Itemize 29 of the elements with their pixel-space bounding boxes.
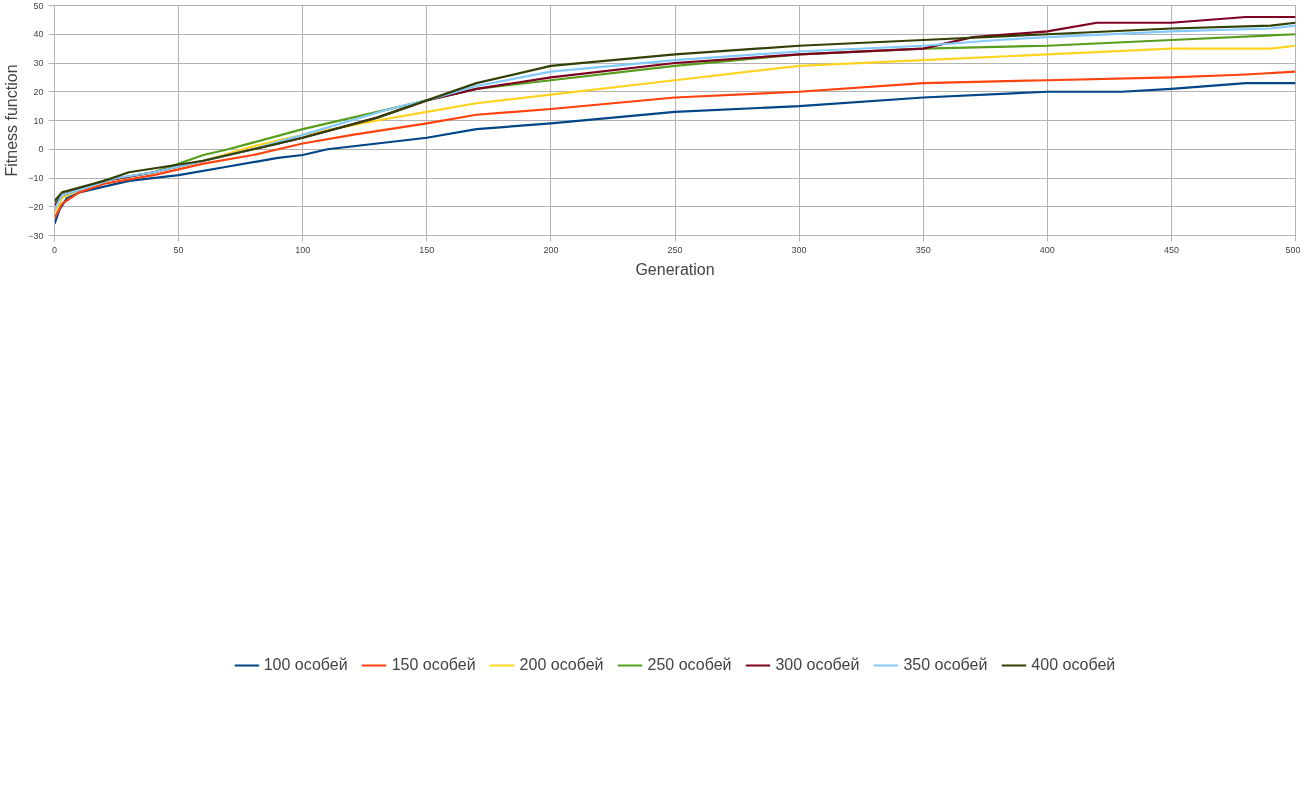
legend-label: 100 особей: [263, 656, 348, 674]
x-tick-label: 300: [791, 244, 807, 255]
x-tick-label: 200: [543, 244, 559, 255]
x-tick-label: 450: [1163, 244, 1179, 255]
x-tick-label: 100: [295, 244, 311, 255]
x-tick-label: 250: [667, 244, 683, 255]
y-tick-label: 50: [33, 0, 44, 11]
legend-label: 250 особей: [647, 656, 732, 674]
y-tick-label: 10: [33, 115, 44, 126]
y-tick-label: 0: [38, 144, 44, 155]
x-tick-label: 350: [915, 244, 931, 255]
x-axis-title: Generation: [635, 260, 715, 278]
x-tick-label: 0: [52, 244, 58, 255]
legend-label: 350 особей: [903, 656, 988, 674]
y-tick-label: 20: [33, 86, 44, 97]
legend-label: 200 особей: [519, 656, 604, 674]
x-tick-label: 500: [1285, 244, 1301, 255]
x-tick-label: 400: [1039, 244, 1055, 255]
y-tick-label: −30: [28, 230, 44, 241]
y-axis-title: Fitness function: [3, 64, 21, 177]
legend-label: 150 особей: [391, 656, 476, 674]
y-tick-label: −20: [28, 201, 44, 212]
x-tick-label: 150: [419, 244, 435, 255]
y-tick-label: 30: [33, 58, 44, 68]
x-tick-label: 50: [173, 244, 184, 255]
legend-label: 400 особей: [1031, 656, 1116, 674]
y-tick-label: 40: [33, 29, 44, 40]
legend-label: 300 особей: [775, 656, 860, 674]
y-tick-label: −10: [28, 173, 44, 183]
